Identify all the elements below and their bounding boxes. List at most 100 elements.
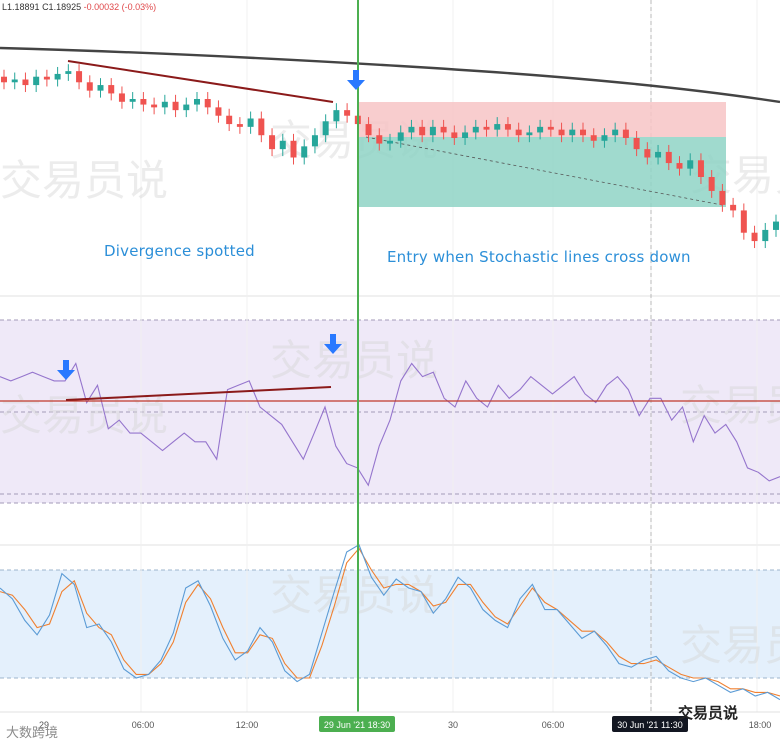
candle-body	[33, 76, 40, 86]
candle-body	[633, 138, 640, 150]
candle-body	[151, 104, 158, 108]
entry-label: Entry when Stochastic lines cross down	[387, 248, 691, 266]
axis-highlight-box	[319, 716, 395, 732]
candle-body	[183, 104, 190, 111]
moving-average-line	[0, 46, 780, 104]
candle-body	[687, 160, 694, 169]
take-profit-zone	[358, 137, 726, 207]
candle-body	[11, 79, 18, 83]
candle-body	[86, 82, 93, 91]
axis-tick-label: 30	[448, 720, 458, 730]
candle-body	[440, 126, 447, 133]
ohlc-readout: L1.18891 C1.18925 -0.00032 (-0.03%)	[2, 2, 156, 12]
candle-body	[483, 126, 490, 130]
candle-body	[740, 210, 747, 233]
candle-body	[65, 71, 72, 74]
candle-body	[397, 132, 404, 141]
candle-body	[333, 110, 340, 122]
candle-body	[247, 118, 254, 127]
candle-body	[194, 99, 200, 105]
candle-body	[311, 135, 318, 147]
candle-body	[140, 99, 147, 105]
candle-body	[118, 93, 125, 102]
candle-body	[644, 149, 651, 158]
candle-body	[344, 110, 351, 116]
watermark-text: 交易员说	[270, 571, 438, 620]
candle-body	[708, 177, 715, 191]
candle-body	[161, 101, 168, 108]
rsi-line	[0, 362, 780, 487]
candle-body	[258, 118, 265, 136]
candle-body	[676, 163, 683, 169]
candle-body	[451, 132, 458, 138]
watermark-text: 交易员说	[680, 381, 780, 430]
candle-body	[697, 160, 704, 177]
candle-body	[547, 126, 554, 130]
candle-body	[129, 99, 136, 102]
candle-body	[226, 115, 233, 125]
candle-body	[665, 151, 672, 164]
candle-body	[43, 76, 50, 80]
stoch-k-line	[0, 543, 780, 701]
change-text: -0.00032 (-0.03%)	[83, 2, 157, 12]
candle-body	[526, 132, 533, 136]
candle-body	[558, 129, 565, 136]
candle-body	[236, 124, 243, 127]
watermark-text: 交易员说	[680, 621, 780, 670]
candle-body	[172, 101, 179, 111]
watermark-text: 交易员说	[0, 156, 168, 205]
candle-body	[719, 190, 726, 205]
rsi-arrow-icon-right	[324, 334, 342, 354]
candle-body	[612, 129, 619, 136]
price-trendline	[67, 60, 334, 103]
bottom-right-watermark: 交易员说	[678, 704, 739, 722]
candle-body	[419, 126, 426, 136]
candle-body	[655, 151, 662, 158]
candle-body	[54, 73, 61, 80]
candle-body	[580, 129, 586, 136]
candle-body	[601, 135, 608, 141]
axis-tick-label: 12:00	[236, 720, 259, 730]
candle-body	[622, 129, 629, 138]
candle-body	[365, 124, 372, 136]
candle-body	[515, 129, 522, 136]
candle-body	[504, 124, 511, 130]
candle-body	[215, 107, 222, 116]
axis-highlight-box	[612, 716, 688, 732]
candle-body	[290, 140, 297, 158]
candle-body	[751, 232, 758, 242]
candle-body	[429, 126, 436, 136]
candle-body	[301, 146, 308, 158]
axis-highlight-label: 30 Jun '21 11:30	[617, 720, 683, 730]
candle-body	[762, 229, 769, 242]
watermark-text: 交易员说	[270, 336, 438, 385]
divergence-label: Divergence spotted	[104, 242, 255, 260]
candle-body	[204, 99, 211, 108]
low-text: L1.18891	[2, 2, 40, 12]
candle-body	[376, 135, 383, 144]
candle-body	[730, 204, 737, 211]
candle-body	[97, 85, 104, 91]
axis-tick-label: 29	[39, 720, 49, 730]
candle-body	[472, 126, 479, 133]
candle-body	[279, 140, 286, 150]
candle-body	[537, 126, 544, 133]
candle-body	[76, 71, 83, 83]
rsi-arrow-icon-left	[57, 360, 75, 380]
candle-body	[494, 124, 501, 130]
bottom-left-watermark: 大数跨境	[6, 726, 59, 741]
axis-tick-label: 06:00	[542, 720, 565, 730]
axis-tick-label: 18:00	[749, 720, 772, 730]
position-path	[365, 136, 723, 206]
entry-arrow-icon	[347, 70, 365, 90]
candle-body	[1, 76, 7, 83]
candle-body	[408, 126, 415, 133]
candle-body	[590, 135, 597, 141]
candle-body	[22, 79, 29, 86]
candle-body	[569, 129, 576, 136]
candle-body	[322, 121, 329, 136]
axis-highlight-label: 29 Jun '21 18:30	[324, 720, 390, 730]
axis-tick-label: 06:00	[132, 720, 155, 730]
